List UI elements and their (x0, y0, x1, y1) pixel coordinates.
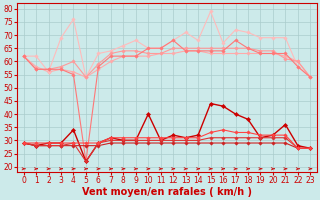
X-axis label: Vent moyen/en rafales ( km/h ): Vent moyen/en rafales ( km/h ) (82, 187, 252, 197)
